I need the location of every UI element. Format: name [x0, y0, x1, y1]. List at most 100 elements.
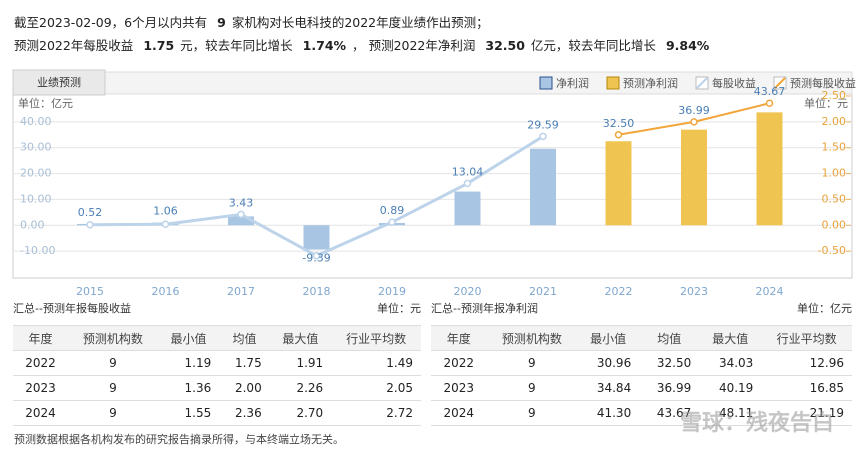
table-cell: 30.96 [577, 350, 640, 376]
table: 年度 预测机构数 最小值 均值 最大值 行业平均数 2022 9 1.19 1.75 1.91 1.4… [13, 325, 421, 426]
table-cell: 16.85 [761, 375, 852, 401]
footnote: 预测数据根据各机构发布的研究报告摘录所得，与本终端立场无关。 [14, 433, 344, 446]
bar [756, 112, 783, 226]
y2-tick-label: 1.50 [822, 141, 847, 154]
table-block: 汇总--预测年报每股收益 单位：元年度 预测机构数 最小值 均值 最大值 行业平均数 2022… [13, 301, 421, 426]
column-header: 均值 [639, 325, 700, 351]
line-point [463, 179, 472, 188]
x-tick-label: 2015 [76, 285, 104, 298]
table-title: 汇总--预测年报每股收益 [13, 302, 131, 315]
table-cell: 34.84 [577, 375, 640, 401]
header-text: 预测2022年净利润 [368, 38, 476, 53]
table-cell: 2024 [13, 400, 68, 426]
header-line: 预测2022年每股收益 1.75 元，较去年同比增长 1.74% ，预测2022年净利润… [14, 35, 715, 54]
table-cell: 34.03 [699, 350, 762, 376]
x-tick-label: 2020 [454, 285, 482, 298]
line-point [690, 118, 698, 126]
header-number: 9.84% [665, 38, 710, 53]
table-cell: 2.70 [269, 400, 332, 426]
line-point [388, 218, 396, 226]
column-header: 预测机构数 [486, 325, 578, 351]
table-cell: 9 [67, 350, 158, 376]
y-tick-label: 20.00 [20, 167, 52, 180]
header-number: 1.74% [302, 38, 347, 53]
x-tick-label: 2017 [227, 285, 255, 298]
header-number: 32.50 [485, 38, 525, 53]
y-tick-label: 30.00 [20, 141, 52, 154]
legend-swatch [696, 77, 708, 89]
bar [303, 225, 330, 250]
header-text: 截至2023-02-09，6个月以内共有 [14, 15, 208, 30]
value-label: -9.39 [302, 252, 330, 265]
line-point [539, 132, 547, 141]
value-label: 32.50 [603, 117, 635, 130]
value-label: 3.43 [229, 196, 254, 209]
y-tick-label: 0.00 [20, 218, 45, 231]
header-text: ， [352, 38, 365, 53]
table-unit: 单位：亿元 [797, 302, 852, 315]
table-cell: 1.91 [269, 350, 332, 376]
x-tick-label: 2019 [378, 285, 406, 298]
legend-label: 净利润 [556, 76, 589, 90]
y-tick-label: 10.00 [20, 192, 52, 205]
x-tick-label: 2023 [680, 285, 708, 298]
column-header: 行业平均数 [761, 325, 852, 351]
value-label: 43.67 [754, 85, 786, 98]
legend-swatch [606, 76, 620, 90]
bar [228, 216, 254, 226]
line-point [765, 99, 774, 107]
y-unit: 单位：亿元 [18, 96, 73, 110]
bar [681, 129, 707, 226]
legend-label: 每股收益 [712, 76, 756, 90]
table-cell: 12.96 [761, 350, 852, 376]
value-label: 36.99 [678, 104, 710, 117]
bar [605, 141, 632, 226]
table-cell: 36.99 [639, 375, 700, 401]
header-text: 家机构对长电科技的2022年度业绩作出预测； [231, 15, 489, 30]
table-cell: 9 [486, 350, 578, 376]
value-label: 1.06 [153, 205, 178, 218]
tab-label[interactable]: 业绩预测 [37, 76, 81, 89]
legend-label: 预测净利润 [623, 76, 678, 90]
table-cell: 1.55 [157, 400, 220, 426]
table-caption: 汇总--预测年报每股收益 单位：元 [13, 301, 421, 325]
line-point [86, 221, 94, 229]
table-cell: 2022 [431, 350, 487, 376]
table-block: 汇总--预测年报净利润 单位：亿元 年度 预测机构数 最小值 均值 最大值 行业平均数 2022… [431, 301, 852, 426]
table-cell: 1.19 [157, 350, 220, 376]
y-tick-label: 40.00 [20, 115, 52, 128]
header-number: 9 [217, 15, 226, 30]
table-row: 2022 9 1.19 1.75 1.91 1.49 [13, 350, 421, 376]
table-cell: 2.05 [331, 375, 421, 401]
y-tick-label: -10.00 [20, 244, 55, 257]
watermark: 雪球：残夜告白 [680, 411, 835, 436]
column-header: 最小值 [157, 325, 220, 351]
tab[interactable] [12, 69, 106, 96]
column-header: 年度 [431, 325, 487, 351]
table-cell: 9 [67, 375, 158, 401]
table-unit: 单位：元 [377, 302, 421, 315]
header-text: 预测2022年每股收益 [14, 38, 134, 53]
y2-unit: 单位：元 [804, 96, 848, 110]
table-cell: 9 [486, 400, 578, 426]
table: 年度 预测机构数 最小值 均值 最大值 行业平均数 2022 9 30.96 32.50 34.03… [431, 325, 852, 426]
column-header: 最大值 [699, 325, 762, 351]
line-point [237, 210, 245, 219]
table-cell: 2.26 [269, 375, 332, 401]
line-point [614, 131, 623, 139]
table-cell: 32.50 [639, 350, 700, 376]
header-number: 1.75 [143, 38, 175, 53]
value-label: 0.52 [78, 206, 103, 219]
plot-frame [12, 93, 853, 279]
x-tick-label: 2022 [605, 285, 633, 298]
y2-tick-label: -0.50 [818, 244, 846, 257]
x-tick-label: 2021 [529, 285, 557, 298]
table-row: 2022 9 30.96 32.50 34.03 12.96 [431, 350, 852, 376]
bar [454, 191, 481, 226]
table-cell: 2024 [431, 400, 487, 426]
column-header: 行业平均数 [331, 325, 421, 351]
y2-tick-label: 0.00 [822, 218, 847, 231]
y2-tick-label: 1.00 [822, 167, 847, 180]
column-header: 最大值 [269, 325, 332, 351]
header-row: 年度 预测机构数 最小值 均值 最大值 行业平均数 [13, 325, 421, 351]
